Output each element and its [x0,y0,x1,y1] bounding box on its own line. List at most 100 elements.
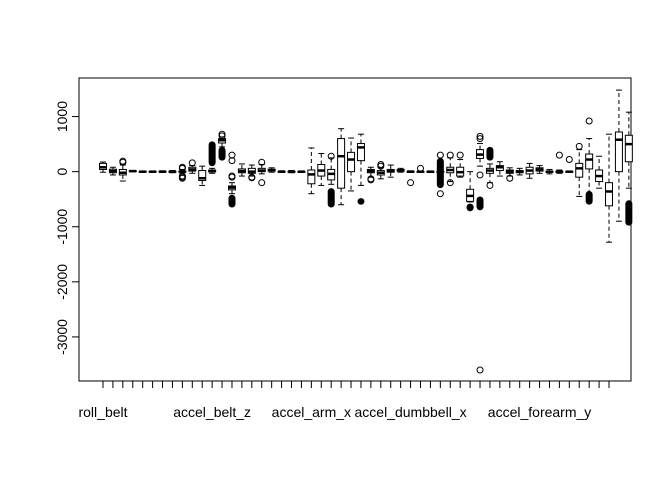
outlier-point [367,176,375,184]
box-46 [545,168,554,175]
dense-outliers [436,157,444,189]
dense-outliers [327,188,335,208]
y-tick-label: 0 [54,168,70,176]
box-6 [148,170,157,173]
y-tick-label: -2000 [54,264,70,300]
box-26 [347,137,356,192]
box-53 [614,89,623,222]
outlier-point [585,117,593,125]
box-34 [426,170,435,173]
outlier-point [119,157,127,165]
boxes-group [99,89,633,374]
x-tick-label: roll_belt [78,404,127,420]
box-45 [535,165,544,174]
box-51 [595,155,604,189]
box-body [624,134,633,163]
box-31 [396,167,405,173]
outlier-point [218,130,226,138]
dense-outliers [585,190,593,205]
outlier-point [228,172,236,180]
outlier-point [456,151,464,159]
outlier-point [188,159,196,167]
outlier-point [446,151,454,159]
box-47 [555,151,564,174]
box-10 [188,159,197,174]
box-9 [178,163,187,182]
outlier-point [476,135,484,143]
y-tick-label: -3000 [54,319,70,355]
box-29 [376,160,385,180]
box-14 [227,151,236,208]
dense-outliers [486,146,494,161]
outlier-point [575,142,583,150]
box-body [347,151,356,173]
box-24 [327,152,336,208]
outlier-point [248,174,256,182]
box-body [585,153,594,170]
box-8 [168,170,177,174]
box-body [337,138,346,189]
box-body [356,143,365,162]
plot-frame [78,77,632,382]
box-37 [456,151,465,178]
y-axis: 1000 0 -1000 -2000 -3000 [54,101,80,355]
box-1 [99,161,107,173]
box-28 [366,166,375,184]
x-axis: roll_belt accel_belt_z accel_arm_x accel_du… [78,380,610,420]
outlier-point [555,151,563,159]
box-48 [565,156,574,173]
box-7 [158,170,167,173]
box-5 [138,170,147,173]
outlier-point [476,366,484,374]
box-12 [208,141,217,174]
box-49 [575,142,584,197]
box-27 [356,133,365,205]
box-11 [198,165,207,186]
box-32 [406,170,415,187]
outlier-point [178,174,186,182]
box-13 [218,130,227,161]
box-43 [515,167,524,176]
y-tick-label: 1000 [54,101,70,132]
outlier-point [436,190,444,198]
box-44 [525,162,534,179]
x-tick-label: accel_dumbbell_x [355,404,467,420]
box-36 [446,151,455,187]
x-tick-label: accel_belt_z [173,404,251,420]
box-38 [466,171,475,212]
outlier-point [228,157,236,165]
box-41 [495,161,504,177]
box-19 [277,170,286,173]
box-body [575,162,584,178]
outlier-point [258,179,266,187]
outlier-point [258,158,266,166]
outlier-point [178,163,186,171]
outlier-point [506,174,514,182]
dense-outliers [476,196,484,211]
outlier-point [327,152,335,160]
box-18 [267,167,276,173]
dense-outliers [466,203,474,212]
box-4 [128,169,137,173]
box-54 [624,111,633,226]
outlier-point [565,156,573,164]
box-body [605,182,613,207]
box-25 [337,128,346,206]
dense-outliers [357,198,365,205]
dense-outliers [218,146,226,161]
dense-outliers [625,200,633,226]
outlier-point [407,179,415,187]
box-35 [436,151,445,198]
dense-outliers [208,141,216,167]
box-17 [257,158,266,187]
outlier-point [436,151,444,159]
box-body [614,131,623,173]
box-21 [297,170,306,173]
box-52 [605,133,613,243]
box-30 [386,164,395,178]
box-3 [118,157,127,182]
box-2 [108,166,117,176]
box-39 [476,132,485,374]
box-42 [505,167,514,182]
outlier-point [416,164,424,172]
